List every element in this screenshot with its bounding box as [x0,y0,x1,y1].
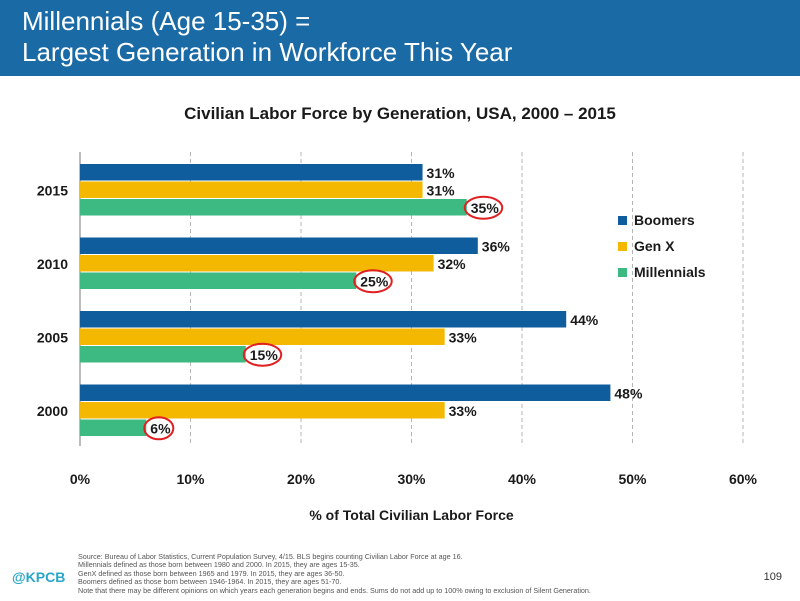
legend-swatch [618,216,627,225]
legend-swatch [618,242,627,251]
data-label: 31% [427,182,456,198]
highlight-circle [242,342,283,367]
bar [80,255,434,272]
legend-label: Boomers [634,212,695,228]
data-label: 33% [449,329,478,345]
x-tick-label: 30% [397,471,426,487]
x-tick-label: 10% [176,471,205,487]
highlight-circle [463,195,504,220]
bar [80,346,246,363]
data-label: 48% [614,385,643,401]
data-label: 44% [570,312,599,328]
legend-label: Millennials [634,264,706,280]
chart-title: Civilian Labor Force by Generation, USA,… [184,104,616,123]
data-label: 35% [471,200,500,216]
highlight-circle [353,269,393,294]
source-line: Boomers defined as those born between 19… [78,577,342,587]
bar [80,181,423,198]
data-label: 32% [438,256,467,272]
source-line: Source: Bureau of Labor Statistics, Curr… [78,552,463,561]
kpcb-logo: @KPCB [12,569,66,585]
bar [80,199,467,216]
bar [80,402,445,419]
source-line: Millennials defined as those born betwee… [78,560,360,570]
category-label: 2010 [37,256,68,272]
data-label: 6% [150,420,171,436]
x-tick-label: 40% [508,471,537,487]
category-label: 2015 [37,182,68,198]
x-axis-label: % of Total Civilian Labor Force [309,507,514,523]
x-tick-label: 0% [70,471,91,487]
source-notes: Source: Bureau of Labor Statistics, Curr… [78,552,718,595]
legend-label: Gen X [634,238,675,254]
bar [80,311,567,328]
x-tick-label: 60% [729,471,758,487]
x-tick-label: 50% [618,471,647,487]
data-label: 33% [449,403,478,419]
slide-title-line-1: Millennials (Age 15-35) = [22,6,311,36]
highlight-circle [143,416,175,441]
slide-header: Millennials (Age 15-35) = Largest Genera… [0,0,800,76]
legend-swatch [618,268,627,277]
data-label: 36% [482,238,511,254]
data-label: 25% [360,273,389,289]
category-label: 2005 [37,329,68,345]
bar [80,419,147,436]
bar [80,164,423,181]
source-line: GenX defined as those born between 1965 … [78,568,345,578]
data-label: 15% [250,347,279,363]
page-number: 109 [763,571,782,583]
bar [80,328,445,345]
data-label: 31% [427,165,456,181]
bar-chart: Civilian Labor Force by Generation, USA,… [37,104,758,523]
source-line: Note that there may be different opinion… [78,585,591,595]
bar [80,384,611,401]
slide-title-line-2: Largest Generation in Workforce This Yea… [22,37,513,67]
category-label: 2000 [37,403,68,419]
x-tick-label: 20% [287,471,316,487]
bar [80,272,357,289]
bar [80,237,478,254]
